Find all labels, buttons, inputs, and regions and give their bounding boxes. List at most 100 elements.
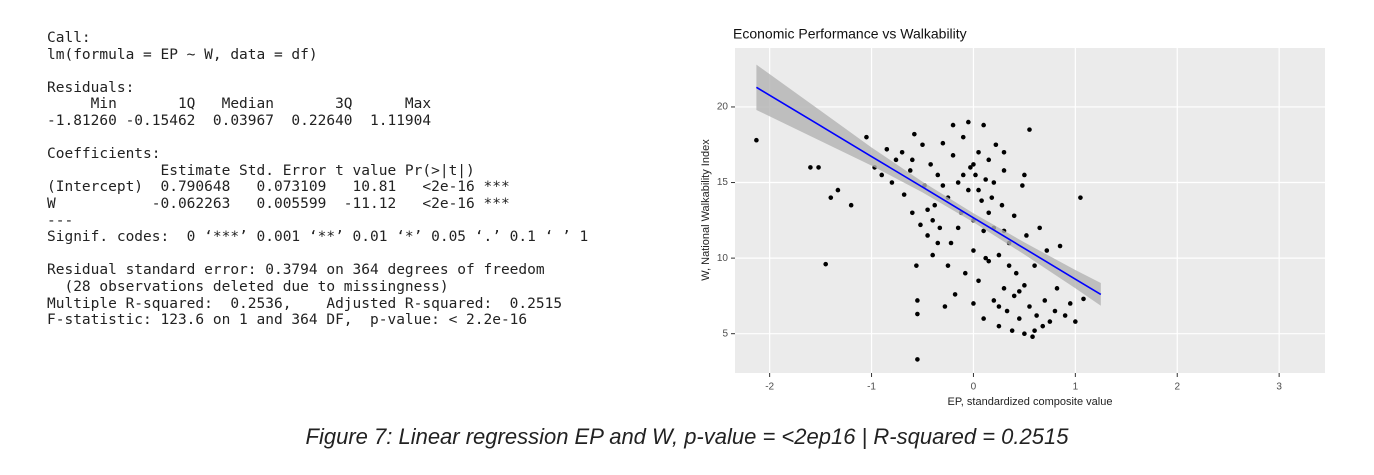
output-line: Coefficients: — [47, 146, 161, 163]
point — [981, 228, 986, 234]
output-line: Multiple R-squared: 0.2536, Adjusted R-s… — [47, 295, 563, 312]
x-tick-label: -1 — [867, 382, 876, 393]
point — [996, 252, 1002, 258]
point — [823, 261, 828, 267]
point — [1017, 316, 1022, 321]
point — [1044, 248, 1050, 253]
point — [962, 270, 968, 276]
point — [1022, 331, 1027, 336]
point — [1027, 127, 1032, 132]
point — [912, 131, 917, 137]
point — [1027, 304, 1032, 309]
confidence-band — [756, 64, 1101, 306]
point — [989, 195, 995, 200]
point — [1047, 319, 1053, 324]
point — [1040, 323, 1046, 329]
point — [808, 165, 813, 170]
point — [915, 298, 920, 303]
point — [935, 172, 941, 178]
point — [928, 162, 933, 167]
point — [991, 180, 997, 185]
y-tick-label: 20 — [717, 102, 729, 113]
output-line: --- — [47, 212, 74, 229]
point — [960, 172, 966, 178]
point — [1001, 286, 1007, 291]
point — [884, 146, 890, 152]
point — [996, 323, 1002, 329]
point — [1034, 313, 1039, 318]
point — [1054, 286, 1060, 291]
point — [1081, 296, 1086, 302]
point — [930, 252, 935, 258]
point — [932, 202, 938, 208]
point — [1013, 270, 1019, 276]
point — [996, 304, 1002, 309]
chart-title: Economic Performance vs Walkability — [733, 26, 967, 42]
point — [971, 248, 976, 253]
point — [915, 357, 920, 362]
output-line: lm(formula = EP ~ W, data = df) — [47, 46, 318, 63]
output-line: (28 observations deleted due to missingn… — [47, 278, 449, 295]
point — [1004, 308, 1010, 314]
point — [993, 142, 999, 148]
point — [971, 301, 976, 306]
point — [999, 202, 1005, 208]
point — [930, 218, 935, 223]
y-tick-label: 5 — [722, 328, 728, 339]
point — [925, 233, 930, 238]
point — [1006, 263, 1012, 268]
point — [1011, 293, 1017, 299]
point — [952, 292, 958, 297]
point — [848, 202, 854, 208]
point — [966, 119, 971, 125]
output-block: Residuals: Min 1Q Median 3Q Max -1.81260 … — [47, 80, 588, 130]
x-tick-label: 1 — [1073, 382, 1079, 393]
point — [960, 134, 966, 140]
x-tick-label: -2 — [765, 382, 774, 393]
point — [910, 210, 915, 216]
point — [1024, 233, 1029, 238]
point — [1062, 313, 1068, 318]
output-line: F-statistic: 123.6 on 1 and 364 DF, p-va… — [47, 312, 528, 329]
output-block: Call: lm(formula = EP ~ W, data = df) — [47, 30, 588, 63]
point — [1009, 328, 1015, 333]
point — [1073, 319, 1078, 324]
r-console-output: Call: lm(formula = EP ~ W, data = df) Resi… — [47, 30, 588, 345]
point — [1020, 183, 1025, 188]
point — [1030, 334, 1035, 340]
point — [1011, 213, 1017, 219]
point — [901, 192, 907, 197]
point — [828, 195, 834, 200]
point — [816, 165, 821, 170]
figure-caption: Figure 7: Linear regression EP and W, p-… — [305, 424, 1069, 449]
output-line: Call: — [47, 30, 91, 46]
point — [991, 298, 997, 303]
point — [940, 183, 946, 188]
point — [915, 311, 920, 317]
point — [955, 225, 961, 231]
point — [1001, 168, 1007, 173]
point — [983, 177, 988, 182]
y-axis-label: W, National Walkability Index — [700, 139, 712, 281]
point — [950, 153, 956, 158]
x-tick-label: 2 — [1174, 382, 1180, 393]
point — [864, 134, 869, 140]
point — [971, 162, 976, 167]
point — [1032, 263, 1037, 268]
point — [920, 142, 925, 148]
y-tick-label: 10 — [717, 253, 729, 264]
point — [918, 222, 923, 228]
point — [955, 180, 961, 185]
point — [1052, 308, 1058, 314]
point — [1001, 150, 1007, 155]
plot-panel — [735, 48, 1325, 373]
point — [973, 172, 978, 178]
point — [910, 157, 915, 163]
point — [925, 207, 930, 213]
output-line: Min 1Q Median 3Q Max — [47, 96, 432, 113]
point — [981, 122, 986, 128]
point — [835, 187, 841, 193]
point — [1042, 298, 1048, 303]
point — [940, 140, 946, 146]
output-block: Residual standard error: 0.3794 on 364 d… — [47, 262, 588, 328]
